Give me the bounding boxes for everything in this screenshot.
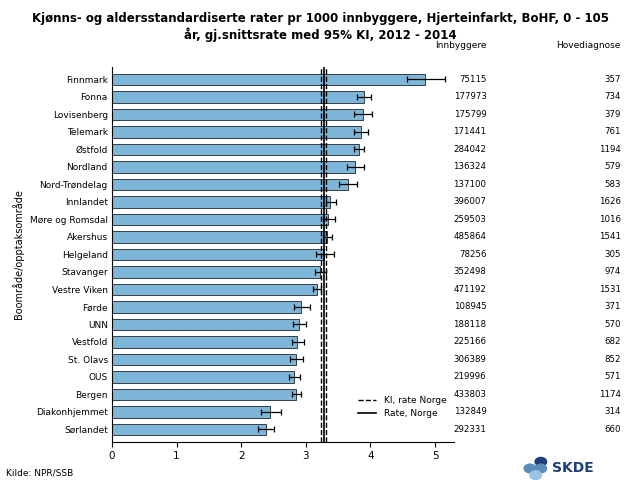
Text: Kjønns- og aldersstandardiserte rater pr 1000 innbyggere, Hjerteinfarkt, BoHF, 0: Kjønns- og aldersstandardiserte rater pr… [31, 12, 609, 42]
Text: 1016: 1016 [599, 215, 621, 224]
Text: 259503: 259503 [454, 215, 486, 224]
Bar [112, 231, 327, 242]
Text: 314: 314 [604, 408, 621, 416]
Bar [112, 74, 426, 85]
Legend: KI, rate Norge, Rate, Norge: KI, rate Norge, Rate, Norge [355, 392, 450, 422]
Text: 379: 379 [604, 110, 621, 119]
Y-axis label: Boområde/opptaksområde: Boområde/opptaksområde [12, 190, 24, 319]
Bar [112, 301, 301, 312]
Text: 682: 682 [604, 337, 621, 347]
Text: 219996: 219996 [454, 372, 486, 382]
Bar [112, 109, 363, 120]
Text: 136324: 136324 [453, 162, 486, 171]
Bar [112, 336, 298, 348]
Text: 171441: 171441 [453, 127, 486, 136]
Bar [112, 144, 359, 155]
Text: Kilde: NPR/SSB: Kilde: NPR/SSB [6, 468, 74, 478]
Bar [112, 266, 320, 277]
Text: 306389: 306389 [454, 355, 486, 364]
Bar [112, 354, 296, 365]
Bar [112, 214, 328, 225]
Text: 132849: 132849 [454, 408, 486, 416]
Text: 1626: 1626 [599, 197, 621, 206]
Text: 583: 583 [604, 180, 621, 189]
Text: 1541: 1541 [599, 232, 621, 241]
Text: 1531: 1531 [599, 285, 621, 294]
Bar [112, 249, 324, 260]
Text: 284042: 284042 [453, 145, 486, 154]
Text: 352498: 352498 [454, 267, 486, 276]
Text: 357: 357 [604, 75, 621, 84]
Text: 396007: 396007 [454, 197, 486, 206]
Text: 225166: 225166 [453, 337, 486, 347]
Bar [112, 179, 348, 190]
Text: 292331: 292331 [454, 425, 486, 434]
Bar [112, 161, 355, 173]
Bar [112, 284, 317, 295]
Bar [112, 319, 300, 330]
Text: Innbyggere: Innbyggere [435, 41, 486, 50]
Text: SKDE: SKDE [552, 461, 593, 476]
Text: 371: 371 [604, 302, 621, 312]
Text: 852: 852 [604, 355, 621, 364]
Text: 579: 579 [604, 162, 621, 171]
Text: 108945: 108945 [454, 302, 486, 312]
Text: 305: 305 [604, 250, 621, 259]
Text: 1174: 1174 [599, 390, 621, 399]
Text: 734: 734 [604, 93, 621, 101]
Text: 433803: 433803 [453, 390, 486, 399]
Text: 188118: 188118 [453, 320, 486, 329]
Bar [112, 389, 296, 400]
Bar [112, 406, 270, 418]
Text: 78256: 78256 [459, 250, 486, 259]
Text: 570: 570 [604, 320, 621, 329]
Text: 177973: 177973 [454, 93, 486, 101]
Text: 175799: 175799 [454, 110, 486, 119]
Bar [112, 91, 364, 103]
Bar [112, 196, 330, 207]
Text: 485864: 485864 [453, 232, 486, 241]
Text: 1194: 1194 [599, 145, 621, 154]
Text: 761: 761 [604, 127, 621, 136]
Text: 660: 660 [604, 425, 621, 434]
Text: 75115: 75115 [459, 75, 486, 84]
Text: 471192: 471192 [454, 285, 486, 294]
Text: 974: 974 [604, 267, 621, 276]
Bar [112, 424, 266, 435]
Text: 571: 571 [604, 372, 621, 382]
Text: 137100: 137100 [453, 180, 486, 189]
Text: Hovediagnose: Hovediagnose [556, 41, 621, 50]
Bar [112, 126, 361, 138]
Bar [112, 371, 294, 383]
